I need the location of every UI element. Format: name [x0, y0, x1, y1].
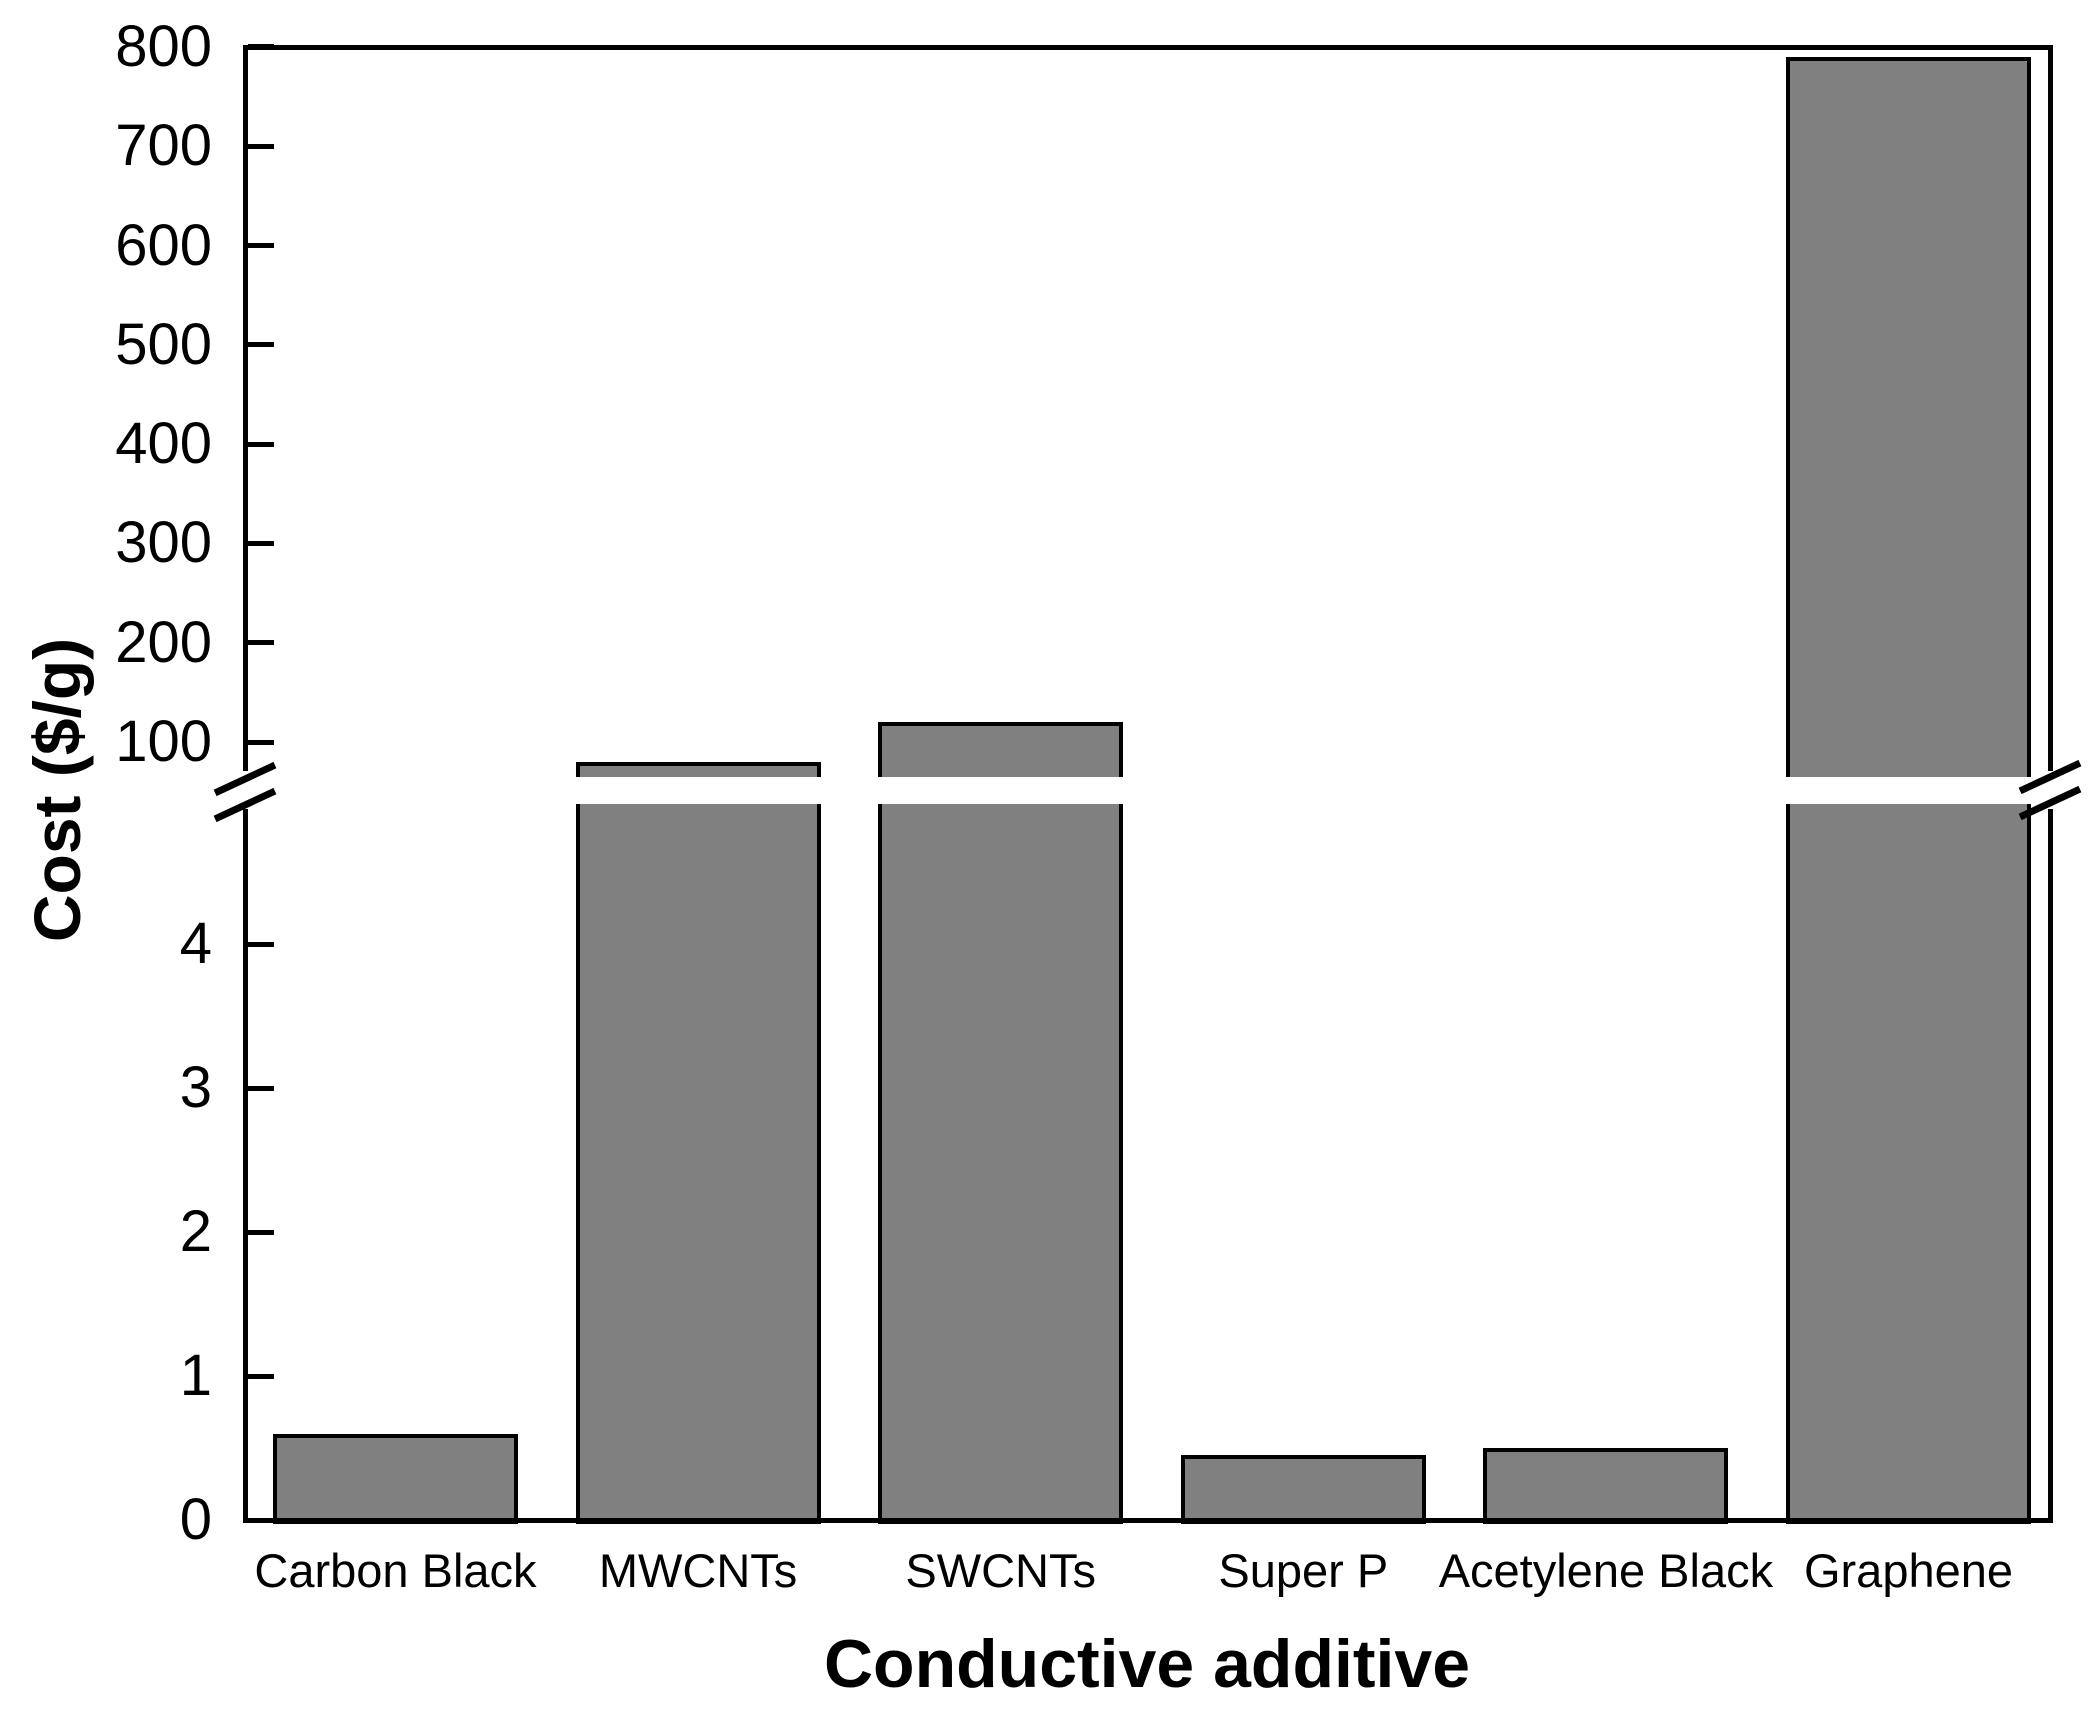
- y-axis-title: Cost ($/g): [20, 637, 94, 943]
- y-tick-label-500: 500: [115, 311, 212, 377]
- y-tick-100: [248, 739, 274, 745]
- x-tick-label-carbon-black: Carbon Black: [254, 1544, 537, 1597]
- y-tick-label-300: 300: [115, 510, 212, 576]
- y-tick-600: [248, 243, 274, 248]
- top-spine: [243, 45, 2053, 50]
- x-tick-label-acetylene-black: Acetylene Black: [1438, 1544, 1774, 1597]
- y-tick-label-600: 600: [115, 212, 212, 278]
- bar-acetylene-black: [1483, 1448, 1729, 1524]
- bar-swcnts: [878, 722, 1124, 1524]
- right-spine-upper-segment: [2048, 45, 2053, 771]
- y-tick-4: [248, 941, 274, 947]
- bar-carbon-black: [273, 1433, 518, 1524]
- y-tick-1: [248, 1373, 274, 1379]
- y-tick-400: [248, 441, 274, 447]
- y-tick-label-0: 0: [179, 1487, 212, 1552]
- bar-mwcnts: [575, 761, 821, 1524]
- left-spine-lower-segment: [243, 809, 248, 1523]
- y-tick-3: [248, 1085, 274, 1091]
- y-tick-label-100: 100: [115, 709, 212, 774]
- left-spine-upper-segment: [243, 45, 248, 771]
- y-tick-label-4: 4: [179, 911, 212, 976]
- axis-break-band: [248, 777, 2048, 804]
- bottom-spine: [243, 1518, 2053, 1523]
- x-tick-label-mwcnts: MWCNTs: [598, 1544, 798, 1597]
- y-tick-label-700: 700: [115, 113, 212, 179]
- x-tick-label-swcnts: SWCNTs: [905, 1544, 1096, 1597]
- y-tick-300: [248, 540, 274, 546]
- x-tick-label-graphene: Graphene: [1803, 1544, 2014, 1597]
- y-tick-label-1: 1: [179, 1343, 212, 1408]
- bar-super-p: [1180, 1455, 1426, 1524]
- y-tick-label-400: 400: [115, 411, 212, 477]
- y-tick-500: [248, 342, 274, 348]
- y-tick-2: [248, 1229, 274, 1235]
- y-tick-200: [248, 640, 274, 646]
- x-tick-label-super-p: Super P: [1218, 1544, 1389, 1597]
- y-tick-label-3: 3: [179, 1055, 212, 1120]
- y-tick-label-2: 2: [179, 1199, 212, 1264]
- y-tick-label-200: 200: [115, 609, 212, 675]
- y-tick-label-800: 800: [115, 13, 212, 79]
- y-tick-700: [248, 143, 274, 149]
- right-spine-lower-segment: [2048, 809, 2053, 1523]
- x-axis-title: Conductive additive: [823, 1626, 1471, 1702]
